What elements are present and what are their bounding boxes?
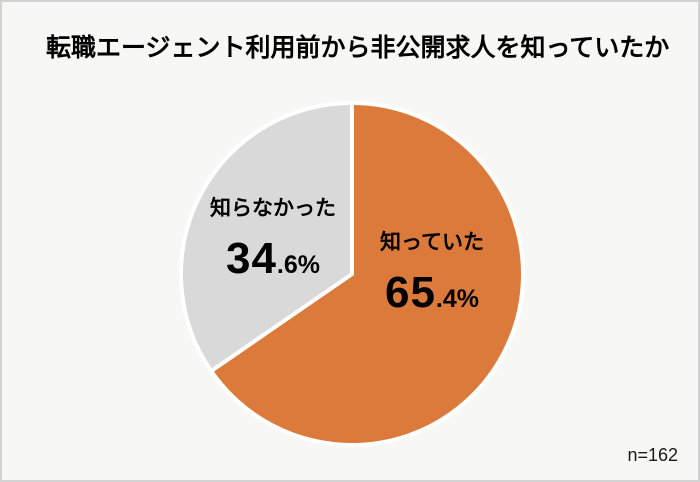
chart-title: 転職エージェント利用前から非公開求人を知っていたか: [46, 34, 670, 62]
slice-percent-int: 34: [225, 234, 277, 283]
pie-slices: [179, 101, 525, 447]
slice-label-did-not-know: 知らなかった 34.6%: [210, 192, 336, 284]
pie-slice: [209, 101, 525, 447]
slice-value-did-not-know: 34.6%: [210, 234, 336, 284]
slice-percent-dec: .6%: [276, 251, 321, 279]
slice-label-knew: 知っていた 65.4%: [380, 226, 484, 318]
slice-value-knew: 65.4%: [380, 268, 484, 318]
pie-slice: [179, 101, 354, 373]
sample-size: n=162: [627, 445, 678, 465]
slice-percent-dec: .4%: [435, 285, 480, 313]
slice-name-knew: 知っていた: [380, 231, 484, 254]
slice-name-did-not-know: 知らなかった: [210, 197, 336, 220]
slice-percent-int: 65: [384, 268, 436, 317]
